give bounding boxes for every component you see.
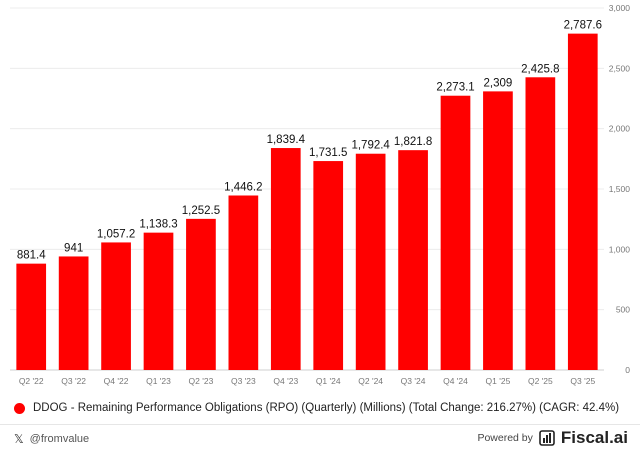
bar[interactable] — [186, 218, 216, 370]
x-tick-label: Q1 '23 — [146, 376, 171, 386]
y-tick-label: 0 — [625, 365, 630, 375]
handle-text: @fromvalue — [29, 433, 90, 445]
bar[interactable] — [228, 195, 259, 370]
y-tick-label: 2,000 — [609, 124, 631, 134]
brand-name: Fiscal.ai — [560, 428, 628, 447]
bar[interactable] — [270, 148, 301, 370]
legend[interactable]: DDOG - Remaining Performance Obligations… — [14, 402, 619, 414]
bar[interactable] — [143, 232, 174, 370]
y-tick-label: 1,500 — [609, 184, 631, 194]
bar[interactable] — [58, 256, 89, 370]
bar[interactable] — [525, 77, 556, 370]
data-label: 2,273.1 — [436, 82, 474, 94]
y-tick-label: 500 — [616, 305, 630, 315]
footer-divider — [0, 424, 640, 425]
data-label: 2,425.8 — [521, 63, 559, 75]
fiscal-logo-icon — [539, 430, 555, 446]
data-label: 881.4 — [17, 250, 46, 262]
y-axis: 0 500 1,000 1,500 2,000 2,500 3,000 — [609, 3, 631, 375]
x-logo-icon: 𝕏 — [14, 432, 24, 446]
y-tick-label: 2,500 — [609, 63, 631, 73]
bar[interactable] — [313, 161, 344, 370]
powered-by[interactable]: Powered by Fiscal.ai — [477, 428, 628, 448]
data-labels: 881.4 941 1,057.2 1,138.3 1,252.5 1,446.2 1,83… — [17, 20, 602, 262]
x-tick-label: Q4 '23 — [273, 376, 298, 386]
bar[interactable] — [567, 33, 598, 370]
grid-lines — [10, 7, 604, 371]
x-tick-label: Q2 '22 — [19, 376, 44, 386]
bar[interactable] — [101, 242, 131, 370]
bar[interactable] — [440, 95, 471, 371]
x-axis: Q2 '22 Q3 '22 Q4 '22 Q1 '23 Q2 '23 Q3 '23 Q4 '… — [19, 376, 596, 386]
data-label: 1,839.4 — [267, 134, 306, 146]
data-label: 2,787.6 — [564, 20, 602, 32]
y-tick-label: 1,000 — [609, 244, 631, 254]
x-tick-label: Q1 '24 — [316, 376, 341, 386]
x-tick-label: Q3 '24 — [401, 376, 426, 386]
x-tick-label: Q2 '25 — [528, 376, 553, 386]
powered-by-text: Powered by — [477, 432, 533, 444]
data-label: 1,138.3 — [139, 219, 177, 231]
x-tick-label: Q3 '22 — [61, 376, 86, 386]
bar[interactable] — [483, 91, 513, 370]
data-label: 941 — [64, 242, 83, 254]
x-tick-label: Q4 '22 — [104, 376, 129, 386]
x-tick-label: Q1 '25 — [486, 376, 511, 386]
data-label: 1,821.8 — [394, 136, 432, 148]
x-tick-label: Q2 '23 — [189, 376, 214, 386]
x-tick-label: Q4 '24 — [443, 376, 468, 386]
x-tick-label: Q3 '25 — [570, 376, 595, 386]
data-label: 1,731.5 — [309, 147, 347, 159]
bar[interactable] — [398, 150, 428, 370]
x-tick-label: Q2 '24 — [358, 376, 383, 386]
bars — [16, 33, 598, 371]
social-handle[interactable]: 𝕏 @fromvalue — [14, 432, 89, 446]
bar[interactable] — [16, 263, 47, 370]
bar-chart: 881.4 941 1,057.2 1,138.3 1,252.5 1,446.2 1,83… — [10, 3, 631, 386]
data-label: 1,057.2 — [97, 228, 135, 240]
data-label: 1,252.5 — [182, 205, 220, 217]
legend-label: DDOG - Remaining Performance Obligations… — [33, 402, 620, 414]
legend-dot — [14, 402, 25, 414]
data-label: 2,309 — [484, 77, 513, 89]
x-tick-label: Q3 '23 — [231, 376, 256, 386]
bar[interactable] — [355, 153, 386, 370]
data-label: 1,792.4 — [351, 140, 390, 152]
y-tick-label: 3,000 — [609, 3, 631, 13]
data-label: 1,446.2 — [224, 181, 262, 193]
